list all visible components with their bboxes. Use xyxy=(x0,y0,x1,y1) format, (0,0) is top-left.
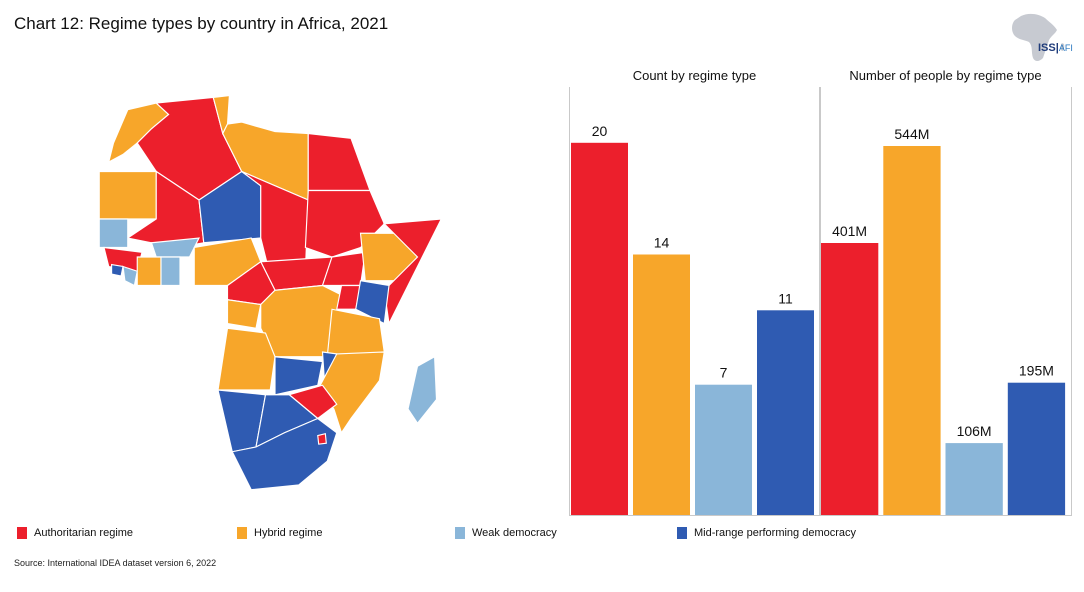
legend-item-hybrid: Hybrid regime xyxy=(237,527,322,539)
legend-label: Weak democracy xyxy=(472,527,557,539)
population-panel-title: Number of people by regime type xyxy=(849,68,1042,83)
map-region-somalia xyxy=(382,218,443,326)
legend-swatch xyxy=(677,527,687,539)
legend-swatch xyxy=(17,527,27,539)
iss-africa-logo-icon xyxy=(1012,13,1065,61)
bar-count-2 xyxy=(695,384,752,515)
legend-label: Hybrid regime xyxy=(254,527,323,539)
legend-label: Mid-range performing democracy xyxy=(694,527,857,539)
bar-population-0 xyxy=(821,243,879,515)
logo-text: ISS|AFI xyxy=(1038,42,1073,54)
bar-label: 14 xyxy=(654,235,670,251)
bar-label: 20 xyxy=(592,123,608,139)
map-region-senegal xyxy=(98,218,129,249)
map-region-zambia xyxy=(274,356,324,396)
map-region-liberia xyxy=(122,265,138,287)
source-note: Source: International IDEA dataset versi… xyxy=(14,558,217,568)
bar-count-3 xyxy=(757,310,814,515)
map-region-kenya xyxy=(355,280,390,325)
map-region-burkina xyxy=(150,237,200,258)
count-panel-title: Count by regime type xyxy=(632,68,757,83)
legend-item-authoritarian: Authoritarian regime xyxy=(17,527,133,539)
chart-title: Chart 12: Regime types by country in Afr… xyxy=(14,14,389,33)
legend-item-midrange: Mid-range performing democracy xyxy=(677,527,856,539)
bar-label: 106M xyxy=(957,423,992,439)
bar-count-1 xyxy=(633,254,690,515)
bar-count-0 xyxy=(571,142,628,516)
bar-label: 7 xyxy=(720,365,728,381)
legend-swatch xyxy=(455,527,465,539)
count-panel xyxy=(569,87,821,516)
legend-swatch xyxy=(237,527,247,539)
map-region-ghana xyxy=(160,256,181,287)
map-region-south-africa xyxy=(231,417,338,491)
map-region-sierra-leone xyxy=(111,263,124,277)
bar-label: 195M xyxy=(1019,363,1054,379)
map-region-gabon-congo xyxy=(226,299,262,329)
map-region-eswatini xyxy=(317,432,327,445)
map-region-angola xyxy=(217,327,276,391)
legend-item-weak: Weak democracy xyxy=(455,527,557,539)
bar-label: 544M xyxy=(894,126,929,142)
bar-population-1 xyxy=(883,146,941,515)
bar-population-2 xyxy=(945,443,1003,515)
map-region-madagascar xyxy=(407,355,438,425)
bar-label: 401M xyxy=(832,223,867,239)
population-panel xyxy=(819,87,1072,516)
legend-label: Authoritarian regime xyxy=(34,527,134,539)
bar-label: 11 xyxy=(778,290,793,306)
bar-population-3 xyxy=(1007,382,1066,515)
africa-regime-map xyxy=(98,94,443,491)
